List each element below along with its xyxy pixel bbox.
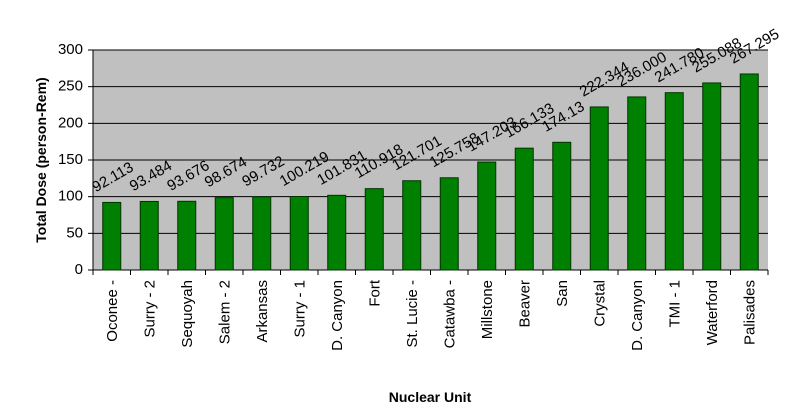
x-tick-label: Waterford [704,280,721,345]
bar [139,200,159,271]
x-tick-label: Salem - 2 [216,280,233,344]
bar [552,141,572,271]
x-axis-label: Nuclear Unit [389,389,472,405]
x-tick-label: Palisades [741,280,758,345]
bar [214,197,234,271]
bar [252,196,272,271]
y-axis-label: Total Dose (person-Rem) [33,77,49,242]
bar [664,92,684,271]
x-tick-label: Catawba - [441,280,458,348]
y-tick-label: 100 [58,188,83,205]
x-tick-label: San [554,280,571,307]
bar [589,106,609,271]
bar [364,188,384,271]
y-tick-label: 50 [66,224,83,241]
x-tick-label: Millstone [479,280,496,339]
bar [102,201,122,271]
x-tick-label: Surry - 1 [291,280,308,338]
x-tick-label: St. Lucie - [404,280,421,348]
y-tick-label: 0 [75,261,83,278]
bar [289,196,309,271]
x-tick-label: Beaver [516,280,533,328]
y-tick-label: 150 [58,151,83,168]
x-tick-label: D. Canyon [629,280,646,351]
x-tick-label: Crystal [591,280,608,327]
bar [702,82,722,271]
bar [439,177,459,271]
y-tick-label: 200 [58,114,83,131]
x-tick-label: Sequoyah [179,280,196,348]
bar [327,194,347,271]
x-tick-label: TMI - 1 [666,280,683,328]
bar [739,73,759,271]
bar [477,161,497,271]
bar [402,180,422,271]
x-tick-label: Oconee - [104,280,121,342]
y-tick-label: 300 [58,41,83,58]
x-tick-label: Fort [366,279,383,307]
x-tick-label: Arkansas [254,280,271,343]
bar [514,147,534,271]
x-tick-label: D. Canyon [329,280,346,351]
bar [627,96,647,271]
bar [177,200,197,271]
x-tick-label: Surry - 2 [141,280,158,338]
y-tick-label: 250 [58,78,83,95]
